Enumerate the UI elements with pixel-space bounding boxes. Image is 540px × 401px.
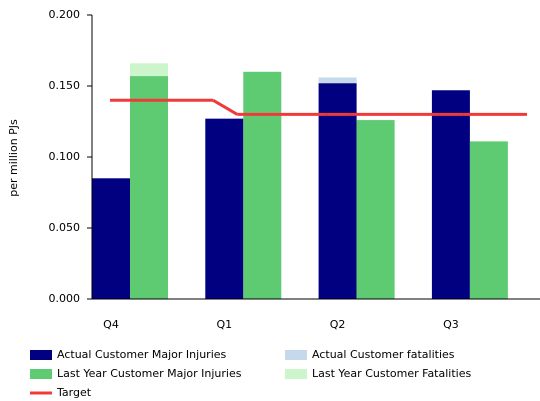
bar xyxy=(130,63,168,77)
target-connector xyxy=(212,98,239,116)
legend-label: Actual Customer Major Injuries xyxy=(57,348,227,361)
legend-label: Last Year Customer Fatalities xyxy=(312,367,471,380)
y-tick-label: 0.050 xyxy=(49,221,81,234)
y-tick-label: 0.200 xyxy=(49,8,81,21)
bar xyxy=(469,141,508,299)
x-tick-label: Q4 xyxy=(103,318,119,331)
bar xyxy=(318,83,357,299)
x-tick-label: Q2 xyxy=(330,318,346,331)
bar xyxy=(205,118,244,299)
legend-swatch xyxy=(285,369,307,379)
legend-swatch xyxy=(285,350,307,360)
y-axis-label: per million PJs xyxy=(7,119,20,197)
bar xyxy=(130,76,168,299)
y-tick-label: 0.000 xyxy=(49,292,81,305)
bar xyxy=(356,120,395,299)
legend-label: Actual Customer fatalities xyxy=(312,348,455,361)
x-tick-label: Q1 xyxy=(216,318,232,331)
bar xyxy=(318,77,357,84)
legend-label: Last Year Customer Major Injuries xyxy=(57,367,242,380)
bar xyxy=(243,71,282,299)
y-tick-label: 0.150 xyxy=(49,79,81,92)
x-tick-label: Q3 xyxy=(443,318,459,331)
legend-swatch xyxy=(30,350,52,360)
bar xyxy=(92,178,130,299)
y-tick-label: 0.100 xyxy=(49,150,81,163)
bar xyxy=(431,90,470,299)
legend-label: Target xyxy=(56,386,92,399)
legend-swatch xyxy=(30,369,52,379)
